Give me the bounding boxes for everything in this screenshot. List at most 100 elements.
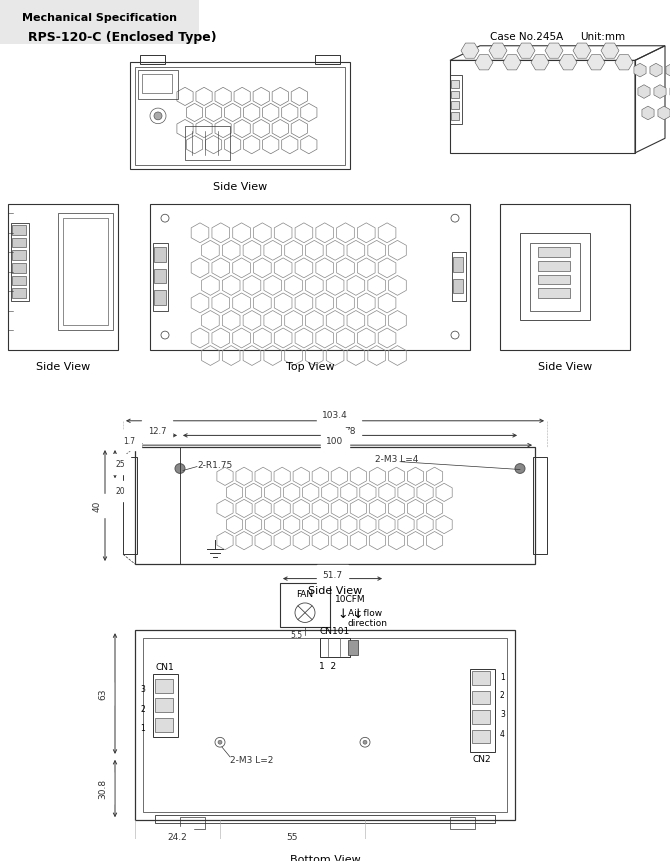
Text: 5.5: 5.5 <box>290 630 302 640</box>
Bar <box>472 710 490 724</box>
Text: CN101: CN101 <box>320 626 350 635</box>
Text: Side View: Side View <box>538 362 592 372</box>
Bar <box>58 214 113 331</box>
Bar <box>155 698 173 712</box>
Text: 100: 100 <box>326 437 344 445</box>
Text: Mechanical Specification: Mechanical Specification <box>22 13 177 22</box>
Circle shape <box>363 740 367 744</box>
Circle shape <box>154 113 162 121</box>
Text: 2-M3 L=2: 2-M3 L=2 <box>230 755 273 765</box>
Bar <box>450 76 462 125</box>
Bar <box>451 102 459 110</box>
Bar <box>8 6 18 15</box>
Text: 55: 55 <box>287 833 298 841</box>
Text: RPS-120-C (Enclosed Type): RPS-120-C (Enclosed Type) <box>28 30 216 43</box>
Bar <box>320 638 350 658</box>
Text: 3: 3 <box>500 709 505 719</box>
Bar <box>348 641 358 655</box>
Text: CN2: CN2 <box>473 754 491 764</box>
Bar <box>450 61 635 154</box>
Bar <box>453 257 463 272</box>
Circle shape <box>175 464 185 474</box>
Text: 1  2: 1 2 <box>320 661 336 670</box>
Bar <box>533 457 547 554</box>
Bar <box>451 113 459 121</box>
Text: 2: 2 <box>141 703 145 713</box>
Text: 40: 40 <box>92 500 101 511</box>
Bar <box>451 81 459 89</box>
Text: Side View: Side View <box>36 362 90 372</box>
Bar <box>450 817 475 829</box>
Bar <box>315 55 340 65</box>
Bar <box>154 269 166 284</box>
Text: FAN: FAN <box>296 589 314 598</box>
Bar <box>452 253 466 301</box>
Text: CN1: CN1 <box>155 662 174 671</box>
Bar <box>63 219 108 326</box>
Bar <box>12 238 26 248</box>
Bar <box>8 204 118 350</box>
Text: 1: 1 <box>500 672 505 682</box>
Text: Unit:mm: Unit:mm <box>580 32 625 42</box>
Bar <box>123 457 137 554</box>
Text: 4: 4 <box>500 729 505 738</box>
Bar <box>520 233 590 321</box>
Bar <box>180 817 205 829</box>
Bar <box>11 224 29 301</box>
Text: 20: 20 <box>115 486 125 496</box>
Text: Bottom View: Bottom View <box>289 854 360 861</box>
Bar <box>130 63 350 170</box>
Bar <box>12 289 26 299</box>
Text: 3: 3 <box>141 684 145 693</box>
Text: 2-M3 L=4: 2-M3 L=4 <box>375 455 418 464</box>
Bar <box>154 248 166 263</box>
Bar <box>153 244 168 312</box>
Text: 30.8: 30.8 <box>98 778 107 798</box>
Bar <box>12 226 26 235</box>
Bar <box>154 291 166 306</box>
Text: Side View: Side View <box>308 585 362 596</box>
Bar <box>538 262 570 271</box>
Text: 10CFM: 10CFM <box>335 594 366 603</box>
Text: Air flow: Air flow <box>348 609 382 617</box>
Text: direction: direction <box>348 618 388 627</box>
Bar <box>451 91 459 99</box>
Bar <box>142 75 172 95</box>
Bar <box>135 448 535 564</box>
Text: 1.7: 1.7 <box>123 437 135 445</box>
Bar <box>538 276 570 285</box>
Bar <box>155 718 173 732</box>
Bar <box>140 55 165 65</box>
Bar <box>185 127 230 160</box>
Bar <box>12 263 26 274</box>
Bar <box>138 71 178 100</box>
Bar <box>135 630 515 821</box>
Text: 51.7: 51.7 <box>322 571 342 579</box>
Text: 24.2: 24.2 <box>168 833 188 841</box>
Text: 1: 1 <box>141 723 145 733</box>
Text: $\downarrow\downarrow$: $\downarrow\downarrow$ <box>335 606 362 620</box>
Bar <box>500 204 630 350</box>
Bar <box>472 730 490 743</box>
Bar <box>12 251 26 261</box>
Bar <box>280 584 330 628</box>
Bar <box>153 674 178 738</box>
Bar <box>150 204 470 350</box>
Text: 63: 63 <box>98 688 107 699</box>
Bar <box>453 279 463 294</box>
Text: 103.4: 103.4 <box>322 411 348 420</box>
Bar <box>143 638 507 813</box>
Bar <box>530 244 580 312</box>
Bar <box>538 289 570 299</box>
Bar <box>470 669 495 753</box>
Bar <box>135 68 345 165</box>
Text: Top View: Top View <box>285 362 334 372</box>
Bar <box>155 815 495 823</box>
Bar <box>472 672 490 685</box>
Text: 2-R1.75: 2-R1.75 <box>197 461 232 469</box>
Circle shape <box>13 32 23 42</box>
Text: 2: 2 <box>500 691 505 699</box>
Bar <box>155 679 173 693</box>
Circle shape <box>515 464 525 474</box>
Bar <box>472 691 490 704</box>
